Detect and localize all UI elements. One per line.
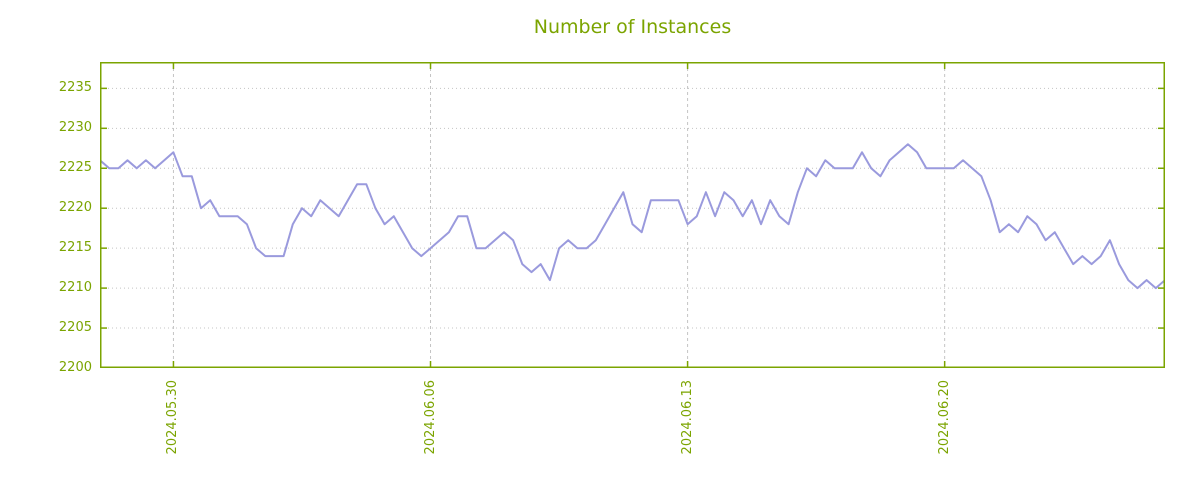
y-tick-label: 2225 [58,160,92,176]
y-tick-label: 2235 [58,80,92,96]
line-chart-svg [100,62,1165,368]
y-tick-label: 2205 [58,320,92,336]
plot-border [100,62,1165,368]
y-tick-label: 2200 [58,360,92,375]
y-tick-label: 2215 [58,240,92,256]
data-line [100,143,1165,290]
x-tick-label: 2024.05.30 [165,380,181,455]
plot-area [100,62,1165,368]
x-tick-label: 2024.06.06 [422,380,438,455]
chart-title: Number of Instances [533,16,732,38]
y-tick-label: 2220 [58,200,92,216]
x-tick-label: 2024.06.20 [936,380,952,455]
y-tick-label: 2230 [58,120,92,136]
y-tick-label: 2210 [58,280,92,296]
x-tick-label: 2024.06.13 [679,380,695,455]
